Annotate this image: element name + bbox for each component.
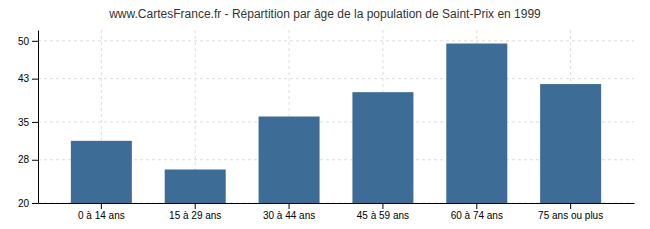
x-tick-mark — [476, 203, 477, 209]
y-tick-label: 28 — [18, 154, 30, 165]
x-tick-mark — [101, 203, 102, 209]
x-tick-label: 15 à 29 ans — [169, 210, 221, 221]
y-grid-line — [38, 40, 634, 41]
y-tick-mark — [32, 41, 38, 42]
grid — [38, 30, 634, 203]
y-tick-mark — [32, 122, 38, 123]
x-tick-label: 0 à 14 ans — [78, 210, 125, 221]
chart-svg: www.CartesFrance.fr - Répartition par âg… — [0, 0, 650, 229]
y-tick: 35 — [18, 117, 38, 128]
y-grid-line — [38, 78, 634, 79]
bars — [71, 44, 601, 203]
bar — [165, 169, 226, 203]
x-axis-line — [39, 203, 635, 204]
y-tick-label: 20 — [18, 198, 30, 209]
x-tick: 15 à 29 ans — [169, 203, 221, 221]
plot-area: 0 à 14 ans 15 à 29 ans 30 à 44 ans 45 à 59 … — [18, 30, 635, 221]
y-tick: 43 — [18, 73, 38, 84]
y-tick-mark — [32, 203, 38, 204]
x-tick-mark — [382, 203, 383, 209]
bar — [540, 84, 601, 203]
y-tick-mark — [32, 79, 38, 80]
x-tick: 30 à 44 ans — [263, 203, 315, 221]
bar — [446, 44, 507, 203]
y-tick-mark — [32, 160, 38, 161]
y-tick: 20 — [18, 198, 38, 209]
y-tick-label: 43 — [18, 73, 30, 84]
x-tick-mark — [570, 203, 571, 209]
bar — [259, 117, 320, 204]
x-tick-label: 45 à 59 ans — [357, 210, 409, 221]
x-tick-mark — [289, 203, 290, 209]
y-tick: 50 — [18, 36, 38, 47]
x-tick-label: 75 ans ou plus — [538, 210, 603, 221]
x-tick: 45 à 59 ans — [357, 203, 409, 221]
chart-title: www.CartesFrance.fr - Répartition par âg… — [108, 7, 541, 21]
y-tick: 28 — [18, 154, 38, 165]
x-tick: 0 à 14 ans — [78, 203, 125, 221]
y-tick-label: 35 — [18, 117, 30, 128]
x-axis: 0 à 14 ans 15 à 29 ans 30 à 44 ans 45 à 59 … — [39, 203, 635, 221]
x-tick-label: 30 à 44 ans — [263, 210, 315, 221]
y-axis: 20 28 35 43 50 — [18, 31, 39, 209]
chart-container: www.CartesFrance.fr - Répartition par âg… — [0, 0, 650, 229]
x-tick: 60 à 74 ans — [451, 203, 503, 221]
x-tick: 75 ans ou plus — [538, 203, 603, 221]
x-tick-mark — [195, 203, 196, 209]
bar — [71, 141, 132, 203]
bar — [352, 92, 413, 203]
x-tick-label: 60 à 74 ans — [451, 210, 503, 221]
y-tick-label: 50 — [18, 36, 30, 47]
y-axis-line — [38, 31, 39, 204]
